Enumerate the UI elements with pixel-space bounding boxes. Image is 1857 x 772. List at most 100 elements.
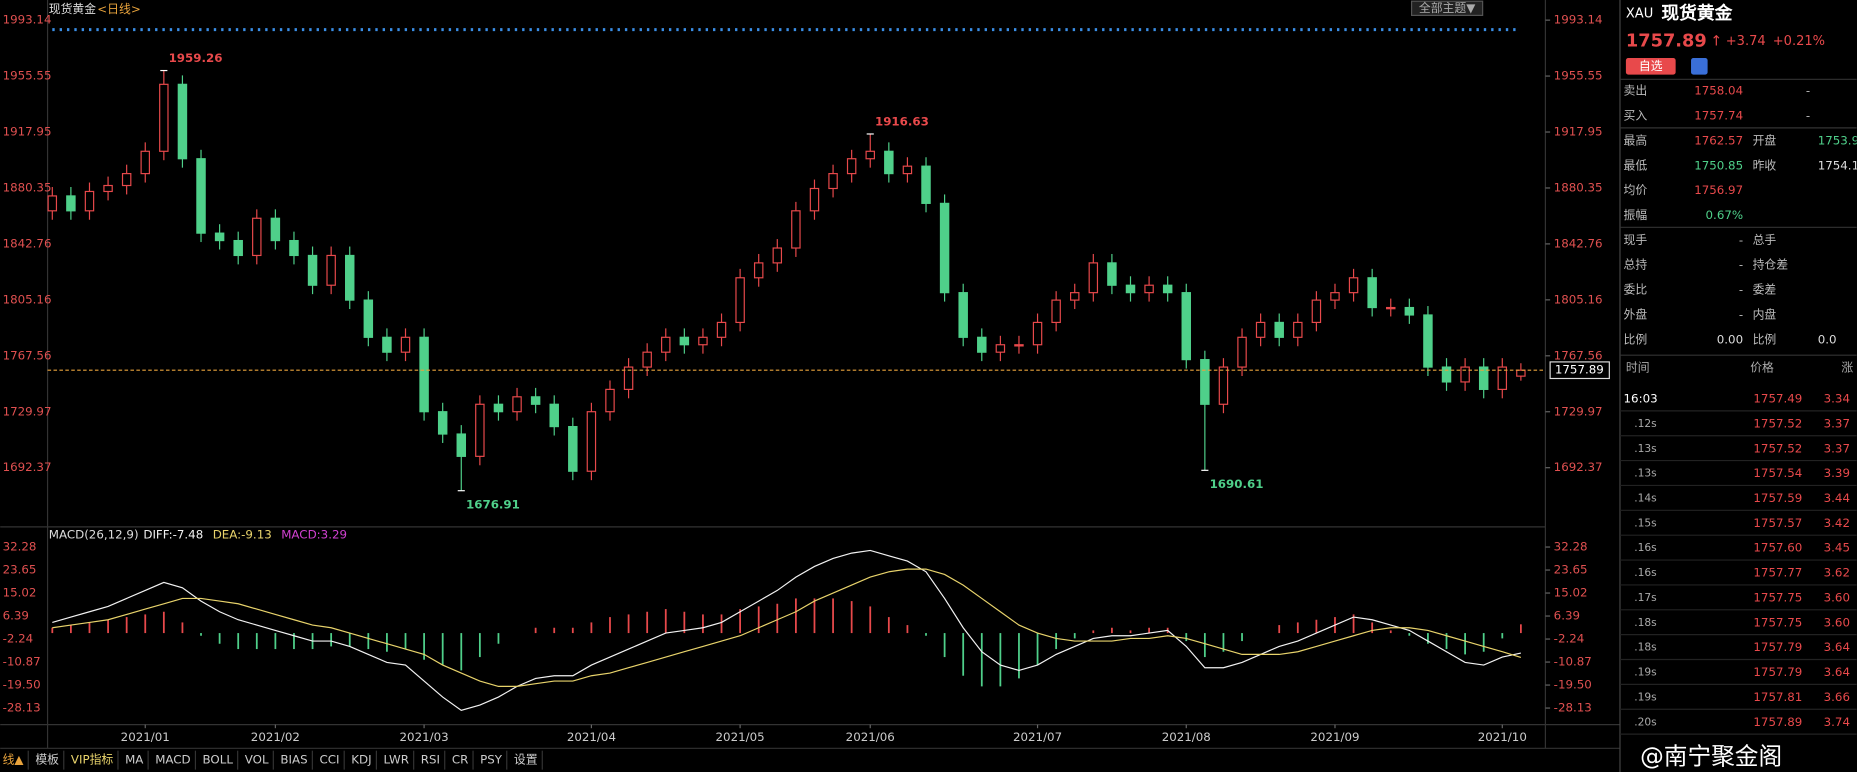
y-tick-label-right: 6.39 <box>1554 609 1580 623</box>
candle-body <box>809 187 820 212</box>
alert-button[interactable] <box>1691 58 1708 75</box>
y-tick-label-right: 1805.16 <box>1554 292 1603 306</box>
y-tick-label: 15.02 <box>3 586 37 600</box>
candle-body <box>326 254 336 286</box>
last-price-label: 1757.89 <box>1555 363 1604 377</box>
y-tick-label-right: 23.65 <box>1554 563 1588 577</box>
indicator-tab[interactable]: VOL <box>245 753 269 767</box>
quote-cell: 均价 <box>1624 183 1648 197</box>
candle-body <box>475 403 485 457</box>
indicator-tab[interactable]: VIP指标 <box>71 753 114 767</box>
x-tick-label: 2021/10 <box>1478 730 1527 744</box>
candle-body <box>363 299 374 338</box>
candle-body <box>1441 366 1452 383</box>
candle-body <box>995 344 1006 353</box>
x-tick-label: 2021/01 <box>121 730 170 744</box>
candle-body <box>698 336 708 346</box>
candle-body <box>642 351 652 368</box>
tick-cell: 16:03 <box>1624 392 1658 406</box>
ticks-header: 涨 <box>1841 361 1853 375</box>
quote-cell: 1753.9 <box>1818 133 1857 147</box>
legend-value: -9.13 <box>241 528 272 542</box>
candle-body <box>1014 344 1024 347</box>
y-tick-label-right: 1842.76 <box>1554 236 1603 250</box>
quote-cell: - <box>1739 258 1743 272</box>
x-tick-label: 2021/02 <box>251 730 300 744</box>
quote-cell: 现手 <box>1624 233 1648 247</box>
y-tick-label: -28.13 <box>3 701 41 715</box>
candle-body <box>140 150 150 175</box>
candle-body <box>1051 299 1061 324</box>
candle-body <box>233 239 243 257</box>
candle-body <box>1032 321 1043 346</box>
tick-cell: 1757.81 <box>1753 690 1802 704</box>
theme-button-label[interactable]: 全部主题▼ <box>1419 1 1476 15</box>
candle-body <box>1311 299 1322 324</box>
y-tick-label-right: 1767.56 <box>1554 348 1603 362</box>
indicator-tab[interactable]: BOLL <box>203 753 234 767</box>
quote-cell: - <box>1739 283 1743 297</box>
y-tick-label-right: 15.02 <box>1554 586 1588 600</box>
y-tick-label: 1692.37 <box>3 460 52 474</box>
indicator-tab[interactable]: PSY <box>480 753 503 767</box>
tick-cell: 3.60 <box>1824 590 1850 604</box>
watermark: @南宁聚金阁 <box>1640 742 1782 770</box>
indicator-tab[interactable]: CR <box>452 753 468 767</box>
x-tick-label: 2021/09 <box>1310 730 1359 744</box>
quote-cell: 外盘 <box>1624 307 1648 321</box>
candle-body <box>772 247 783 264</box>
candle-body <box>939 202 950 294</box>
tick-cell: 3.39 <box>1824 466 1850 480</box>
indicator-tab[interactable]: 模板 <box>35 753 59 767</box>
indicator-tab[interactable]: MACD <box>155 753 190 767</box>
indicator-tab[interactable]: 设置 <box>514 753 538 767</box>
candle-body <box>214 232 225 242</box>
indicator-tab[interactable]: 线▲ <box>3 753 25 767</box>
tick-cell: 3.34 <box>1824 392 1850 406</box>
x-tick-label: 2021/06 <box>846 730 895 744</box>
tick-cell: 1757.75 <box>1753 615 1802 629</box>
indicator-tab[interactable]: LWR <box>384 753 409 767</box>
candle-body <box>1386 306 1396 310</box>
tick-cell: 3.62 <box>1824 566 1850 580</box>
candle-body <box>47 195 58 212</box>
y-tick-label: -19.50 <box>3 678 41 692</box>
candle-body <box>177 83 188 160</box>
candle-body <box>66 195 76 212</box>
candle-body <box>1423 314 1433 368</box>
indicator-tab[interactable]: CCI <box>319 753 339 767</box>
quote-cell: 1754.1 <box>1818 158 1857 172</box>
indicator-tab[interactable]: BIAS <box>280 753 307 767</box>
tick-cell: 3.44 <box>1824 491 1850 505</box>
y-tick-label: 32.28 <box>3 540 37 554</box>
candle-body <box>1218 366 1229 405</box>
candle-body <box>958 292 968 338</box>
quote-cell: 委差 <box>1753 283 1777 297</box>
theme-button[interactable] <box>1411 0 1484 16</box>
candle-body <box>196 158 206 234</box>
candle-body <box>493 403 504 413</box>
quote-cell: - <box>1806 109 1810 123</box>
watch-button-label[interactable]: 自选 <box>1639 59 1663 73</box>
y-tick-label-right: -2.24 <box>1554 632 1585 646</box>
candle-body <box>865 150 875 160</box>
quote-cell: 振幅 <box>1624 208 1648 222</box>
candle-body <box>791 210 801 249</box>
indicator-tab[interactable]: KDJ <box>351 753 371 767</box>
indicator-tab[interactable]: MA <box>125 753 143 767</box>
tick-cell: 1757.79 <box>1753 665 1802 679</box>
tick-cell: 1757.49 <box>1753 392 1802 406</box>
indicator-tab[interactable]: RSI <box>421 753 440 767</box>
quote-cell: 委比 <box>1624 283 1648 297</box>
macd-title: MACD(26,12,9) <box>49 528 139 542</box>
tick-cell: 3.37 <box>1824 441 1850 455</box>
tick-cell: .20s <box>1634 715 1657 728</box>
tick-cell: 3.64 <box>1824 665 1850 679</box>
quote-cell: 内盘 <box>1753 307 1777 321</box>
quote-cell: 1762.57 <box>1694 133 1743 147</box>
macd-line <box>52 549 1522 712</box>
watch-button[interactable] <box>1625 58 1676 75</box>
tick-cell: 1757.89 <box>1753 715 1802 729</box>
